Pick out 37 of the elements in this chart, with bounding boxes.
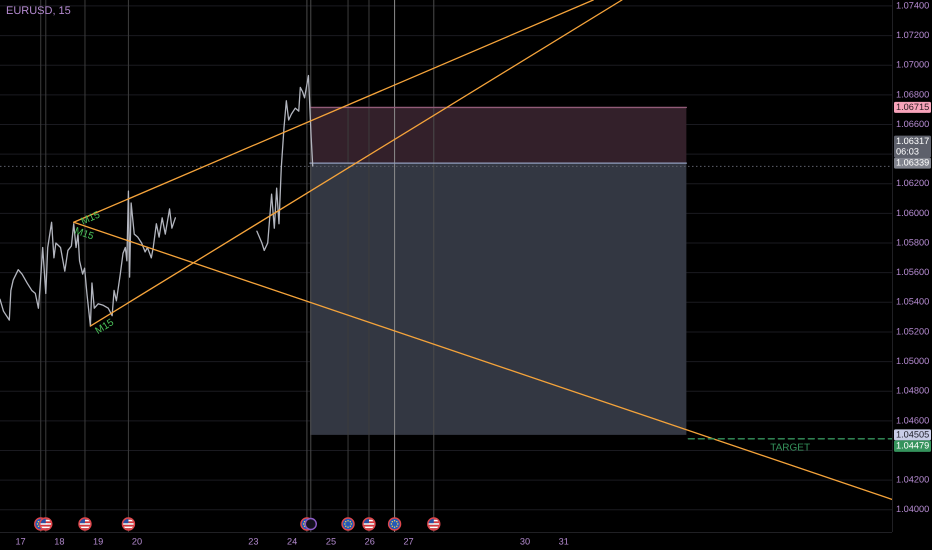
x-tick-label: 27 [403, 536, 414, 546]
y-tick-label: 1.04600 [896, 415, 930, 426]
x-tick-label: 30 [520, 536, 530, 546]
y-tick-label: 1.04800 [896, 386, 930, 396]
y-tick-label: 1.07200 [896, 30, 930, 40]
x-tick-label: 18 [54, 536, 64, 546]
x-tick-label: 23 [248, 536, 258, 546]
y-tick-label: 1.06339 [896, 158, 930, 168]
y-tick-label: 1.06715 [896, 102, 930, 112]
y-tick-label: 1.06200 [896, 178, 930, 188]
y-tick-label: 1.05600 [896, 267, 930, 278]
x-tick-label: 17 [15, 536, 26, 546]
x-tick-label: 20 [132, 536, 142, 546]
y-tick-label: 1.06800 [896, 89, 930, 100]
y-tick-label: 1.04505 [896, 429, 930, 440]
ref-line-label: 1.06317 06:03 [896, 136, 930, 156]
annotation: M15 [80, 209, 102, 228]
x-tick-label: 26 [364, 536, 375, 546]
x-tick-label: 31 [558, 536, 569, 546]
chart-title: EURUSD, 15 [6, 5, 71, 17]
y-tick-label: 1.05800 [896, 237, 930, 248]
y-tick-label: 1.05000 [896, 356, 930, 366]
annotation: M15 [94, 316, 116, 337]
y-tick-label: 1.04200 [896, 474, 930, 485]
annotation: M15 [72, 226, 96, 243]
data-label: 1.04479 [896, 440, 930, 451]
series-label: TARGET [770, 442, 810, 454]
y-tick-label: 1.05200 [896, 326, 930, 336]
y-tick-label: 1.05400 [896, 296, 930, 307]
y-tick-label: 1.07000 [896, 60, 930, 70]
y-tick-label: 1.06600 [896, 118, 930, 129]
y-tick-label: 1.07400 [896, 0, 930, 10]
y-tick-label: 1.04000 [896, 504, 930, 514]
x-tick-label: 19 [93, 536, 104, 546]
x-tick-label: 25 [326, 536, 336, 546]
x-tick-label: 24 [287, 536, 298, 546]
y-tick-label: 1.06000 [896, 208, 930, 218]
